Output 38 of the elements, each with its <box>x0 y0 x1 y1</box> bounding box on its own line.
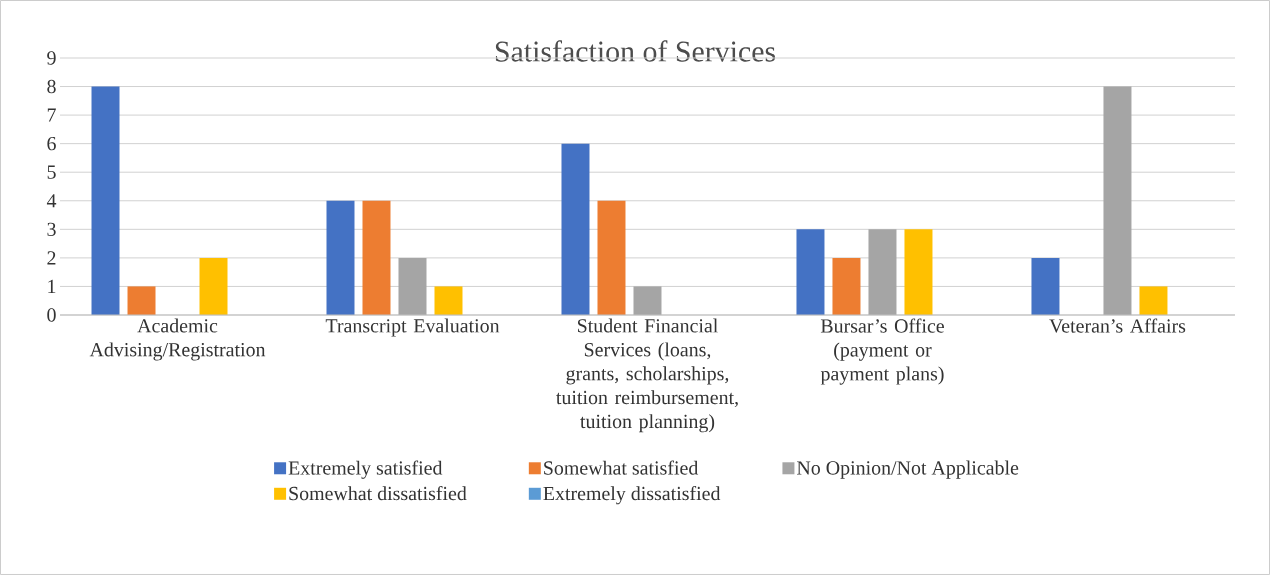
bar <box>597 200 626 315</box>
bar <box>434 286 463 315</box>
y-tick-label: 3 <box>47 222 56 237</box>
legend-label: Somewhat dissatisfied <box>289 486 467 501</box>
x-tick-label: Bursar’s Office (payment or payment plans) <box>820 318 944 385</box>
bar <box>561 143 590 315</box>
y-tick-label: 8 <box>47 79 56 94</box>
chart-title: Satisfaction of Services <box>495 40 776 62</box>
bar <box>1139 286 1168 315</box>
y-tick-label: 7 <box>47 108 56 122</box>
legend-label: Extremely satisfied <box>288 460 443 479</box>
bar <box>398 257 427 315</box>
y-tick-label: 4 <box>46 194 57 208</box>
y-tick-label: 9 <box>47 51 56 65</box>
bar <box>362 200 391 315</box>
bar <box>326 200 355 315</box>
bar <box>199 257 228 315</box>
bar <box>868 229 897 315</box>
y-tick-label: 6 <box>47 136 56 151</box>
x-tick-label: Academic Advising/Registration <box>89 318 266 361</box>
bar <box>1103 86 1132 315</box>
y-tick-label: 5 <box>47 165 56 179</box>
x-tick-label: Veteran’s Affairs <box>1049 318 1186 333</box>
x-tick-label: Transcript Evaluation <box>325 318 500 337</box>
bar <box>796 229 825 315</box>
bar <box>1031 257 1060 315</box>
y-tick-label: 0 <box>47 308 56 322</box>
bar <box>832 257 861 315</box>
y-tick-label: 2 <box>47 251 56 265</box>
bar <box>91 86 120 315</box>
legend-label: Somewhat satisfied <box>544 460 699 475</box>
y-tick-label: 1 <box>48 279 56 294</box>
bar <box>127 286 156 315</box>
x-tick-label: Student Financial Services (loans, grants, scholarships, tuition reimbursement, tuition planning) <box>556 318 738 433</box>
bar <box>904 229 933 315</box>
legend-label: Extremely dissatisfied <box>543 486 721 505</box>
bar <box>633 286 662 315</box>
legend-label: No Opinion/Not Applicable <box>797 460 1019 479</box>
